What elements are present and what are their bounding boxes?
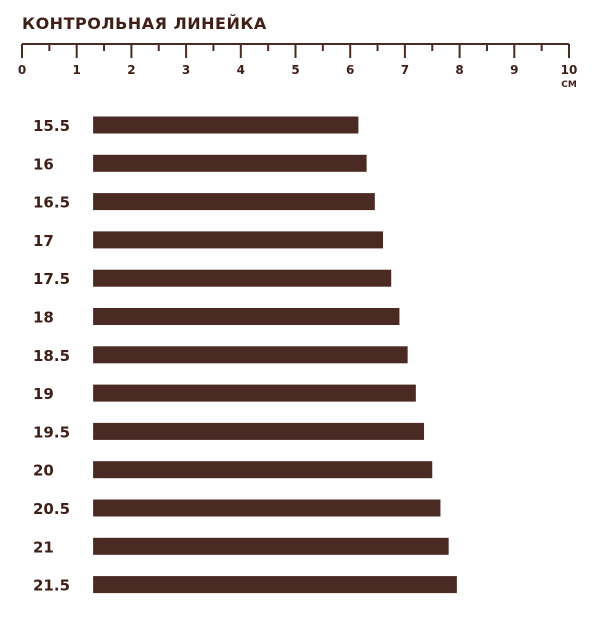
bar-row: 18.5	[33, 346, 408, 365]
bar	[93, 537, 449, 555]
bar	[93, 461, 433, 479]
bar-row: 21.5	[33, 576, 457, 595]
row-label: 16.5	[33, 194, 70, 212]
ruler-tick-label: 7	[401, 63, 409, 77]
bar	[93, 116, 359, 134]
ruler-tick-label: 10	[561, 63, 578, 77]
bar-row: 19	[33, 384, 416, 403]
ruler-tick-label: 9	[510, 63, 518, 77]
row-label: 17.5	[33, 270, 70, 288]
bar-row: 20	[33, 461, 433, 480]
row-label: 16	[33, 155, 54, 173]
row-label: 15.5	[33, 117, 70, 135]
bar	[93, 384, 416, 402]
ruler-tick-label: 5	[291, 63, 299, 77]
ruler-tick-label: 4	[237, 63, 245, 77]
row-label: 17	[33, 232, 54, 250]
row-label: 20.5	[33, 500, 70, 518]
bar-row: 16	[33, 154, 367, 173]
bar-row: 21	[33, 537, 449, 556]
ruler-tick-label: 1	[73, 63, 81, 77]
bar	[93, 154, 367, 172]
bar-row: 15.5	[33, 116, 359, 135]
bar	[93, 576, 457, 594]
bar-row: 17	[33, 231, 384, 250]
bar	[93, 346, 408, 364]
row-label: 18.5	[33, 347, 70, 365]
bar	[93, 499, 441, 517]
bar	[93, 422, 425, 440]
bar-row: 18	[33, 308, 400, 327]
bar-rows: 15.5 16 16.5 17 17.5 18 18.5 19 19.5 20 20.5 21 21.5	[33, 116, 457, 595]
bar-row: 20.5	[33, 499, 441, 518]
ruler-tick-label: 6	[346, 63, 354, 77]
bar-row: 16.5	[33, 193, 375, 212]
row-label: 18	[33, 309, 54, 327]
ruler-tick-label: 2	[127, 63, 135, 77]
ruler-tick-label: 0	[18, 63, 26, 77]
bar	[93, 308, 400, 325]
ruler-unit-label: СМ	[561, 80, 577, 90]
bar	[93, 231, 384, 249]
bar	[93, 193, 375, 211]
row-label: 21.5	[33, 577, 70, 595]
ruler-tick-label: 8	[455, 63, 463, 77]
row-label: 21	[33, 538, 54, 556]
ruler: 0 1 2 3 4 5 6 7 8 9 10	[18, 43, 578, 77]
bar-row: 19.5	[33, 422, 425, 441]
row-label: 19	[33, 385, 54, 403]
bar	[93, 269, 392, 287]
ruler-tick-label: 3	[182, 63, 190, 77]
chart-title: КОНТРОЛЬНАЯ ЛИНЕЙКА	[22, 14, 267, 33]
row-label: 20	[33, 462, 54, 480]
row-label: 19.5	[33, 423, 70, 441]
bar-row: 17.5	[33, 269, 392, 288]
